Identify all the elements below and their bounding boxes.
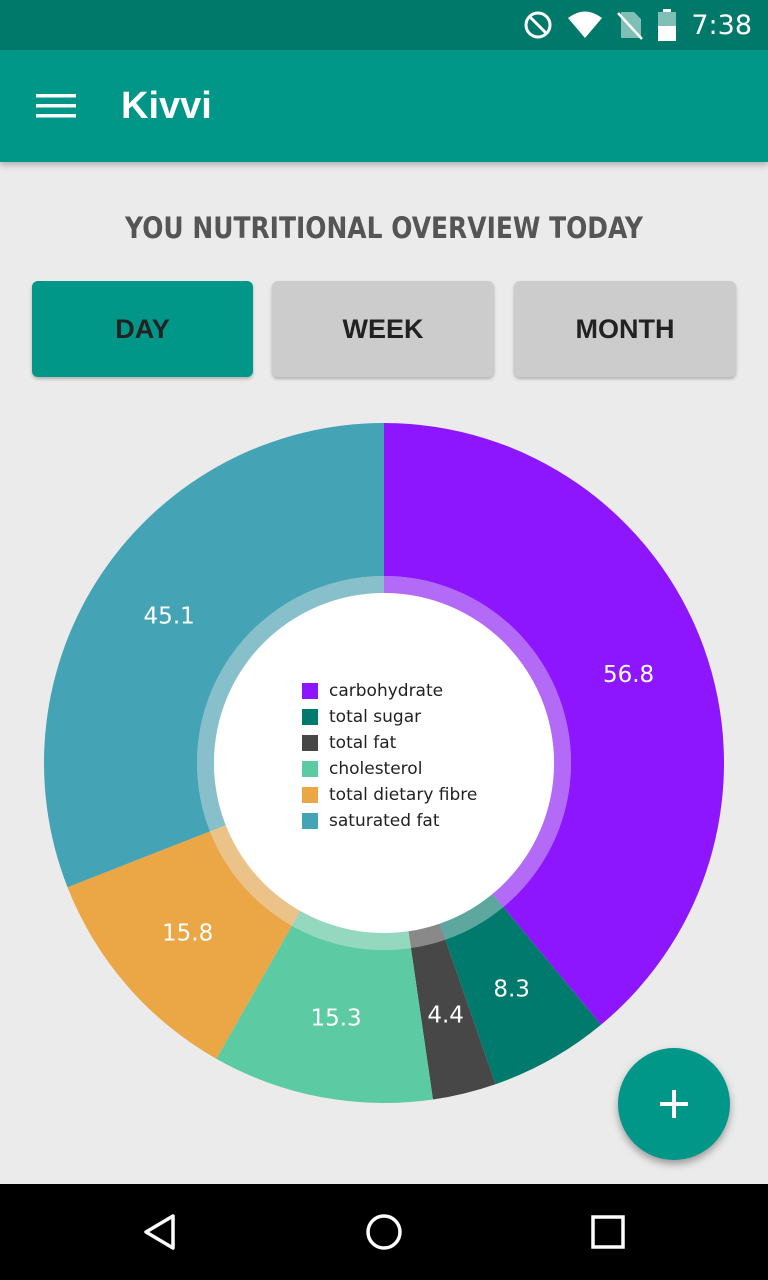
legend-label: total fat [329, 733, 397, 753]
hamburger-menu-icon [36, 94, 76, 118]
app-bar: Kivvi [0, 50, 768, 162]
legend-swatch [302, 813, 318, 829]
slice-carbohydrate[interactable] [384, 423, 724, 1025]
slice-value-label: 56.8 [603, 662, 654, 688]
slice-inner-ring-total-dietary-fibre [209, 825, 301, 926]
legend-swatch [302, 735, 318, 751]
slice-total-dietary-fibre[interactable] [67, 831, 292, 1059]
tab-week[interactable]: WEEK [272, 281, 494, 377]
slice-total-sugar[interactable] [445, 906, 601, 1085]
legend-swatch [302, 709, 318, 725]
status-icons: 7:38 [509, 0, 752, 50]
page-title: YOU NUTRITIONAL OVERVIEW TODAY [125, 211, 643, 245]
do-not-disturb-icon [524, 11, 552, 39]
legend-label: total sugar [329, 707, 422, 727]
slice-value-label: 15.3 [310, 1006, 361, 1032]
slice-value-label: 15.8 [162, 920, 213, 946]
slice-inner-ring-cholesterol [291, 910, 411, 950]
slice-cholesterol[interactable] [216, 925, 433, 1103]
slice-inner-ring-carbohydrate [384, 576, 572, 907]
system-nav-bar [0, 1184, 768, 1280]
no-sim-icon [617, 12, 644, 40]
legend-item: total dietary fibre [302, 782, 477, 808]
legend-label: carbohydrate [329, 681, 444, 701]
home-button[interactable] [324, 1184, 444, 1280]
slice-saturated-fat[interactable] [44, 423, 384, 888]
legend-item: total sugar [302, 704, 477, 730]
slice-total-fat[interactable] [410, 939, 496, 1100]
legend-label: total dietary fibre [329, 785, 478, 805]
chart-legend: carbohydrate total sugar total fat choleste… [302, 678, 477, 834]
tab-month[interactable]: MONTH [514, 281, 736, 377]
legend-item: cholesterol [302, 756, 477, 782]
recents-square-icon [591, 1215, 625, 1249]
app-title: Kivvi [121, 85, 212, 127]
slice-inner-ring-total-fat [408, 923, 446, 949]
legend-item: carbohydrate [302, 678, 477, 704]
slice-value-label: 8.3 [493, 977, 530, 1003]
legend-swatch [302, 761, 318, 777]
slice-inner-ring-total-sugar [439, 893, 504, 940]
donut-svg: 56.8 8.3 4.4 15.3 15.8 45.1 [44, 423, 724, 1103]
slice-value-label: 4.4 [427, 1003, 464, 1029]
nutrition-donut-chart: 56.8 8.3 4.4 15.3 15.8 45.1 [0, 400, 768, 1120]
legend-item: saturated fat [302, 808, 477, 834]
slice-value-label: 45.1 [144, 604, 195, 630]
battery-icon [658, 9, 677, 41]
status-time: 7:38 [691, 9, 752, 41]
legend-label: cholesterol [329, 759, 423, 779]
home-circle-icon [366, 1214, 402, 1250]
plus-icon [660, 1090, 688, 1118]
donut-hole [214, 593, 554, 933]
slice-inner-ring-saturated-fat [196, 576, 384, 832]
menu-button[interactable] [24, 76, 88, 136]
legend-item: total fat [302, 730, 477, 756]
legend-swatch [302, 683, 318, 699]
tab-day[interactable]: DAY [32, 281, 253, 377]
recents-button[interactable] [548, 1184, 668, 1280]
wifi-icon [568, 11, 603, 38]
back-triangle-icon [144, 1214, 175, 1250]
back-button[interactable] [100, 1184, 220, 1280]
add-entry-button[interactable] [618, 1048, 730, 1160]
legend-label: saturated fat [329, 811, 440, 831]
status-bar: 7:38 [0, 0, 768, 50]
legend-swatch [302, 787, 318, 803]
